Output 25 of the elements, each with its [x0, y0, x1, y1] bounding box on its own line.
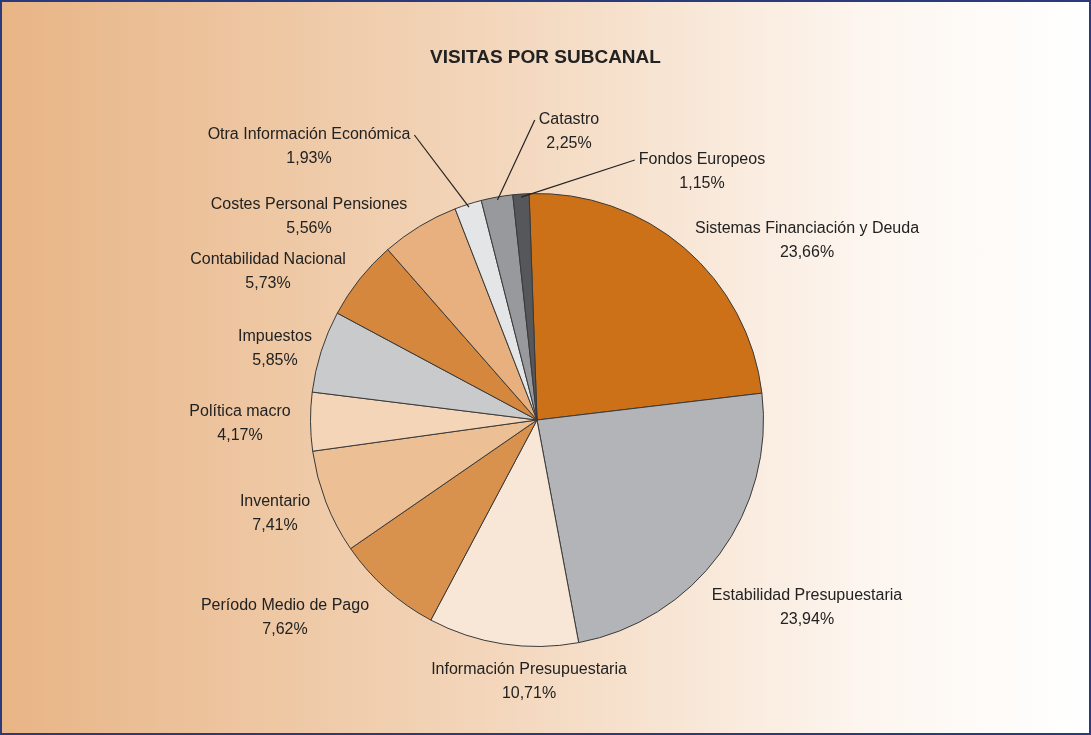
slice-label: Política macro — [189, 402, 291, 420]
data-label: 1,15% — [679, 174, 725, 192]
slice-label: Contabilidad Nacional — [190, 250, 346, 268]
slice-label: Información Presupuestaria — [431, 660, 627, 678]
data-label: 23,94% — [779, 610, 835, 628]
chart-title: VISITAS POR SUBCANAL — [429, 46, 662, 68]
data-label: 4,17% — [217, 426, 263, 444]
data-label: 7,41% — [252, 516, 298, 534]
data-label: 5,73% — [245, 274, 291, 292]
slice-label: Estabilidad Presupuestaria — [711, 586, 903, 604]
slice-label: Costes Personal Pensiones — [210, 195, 408, 213]
data-label: 2,25% — [546, 134, 592, 152]
slice-label: Otra Información Económica — [207, 125, 411, 143]
data-label: 7,62% — [262, 620, 308, 638]
slice-label: Impuestos — [238, 327, 312, 345]
data-label: 5,56% — [286, 219, 332, 237]
slice-label: Sistemas Financiación y Deuda — [694, 219, 920, 237]
data-label: 1,93% — [286, 149, 332, 167]
data-label: 23,66% — [779, 243, 835, 261]
slice-label: Período Medio de Pago — [200, 596, 370, 614]
data-label: 5,85% — [252, 351, 298, 369]
slice-label: Catastro — [538, 110, 600, 128]
slice-label: Fondos Europeos — [638, 150, 766, 168]
slice-label: Inventario — [239, 492, 311, 510]
data-label: 10,71% — [501, 684, 557, 702]
